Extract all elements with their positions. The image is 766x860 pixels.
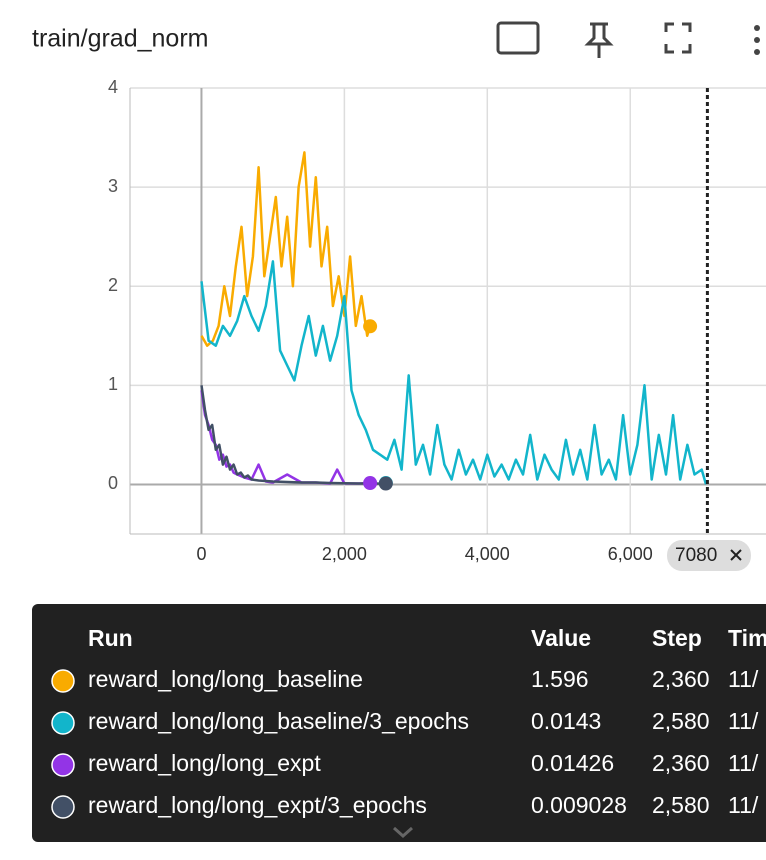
column-header: Value [531, 625, 591, 651]
tooltip-table [32, 604, 766, 842]
pin-button[interactable] [584, 22, 614, 58]
x-tick-label: 0 [196, 544, 206, 564]
fullscreen-button[interactable] [664, 22, 692, 54]
run-name: reward_long/long_baseline/3_epochs [88, 708, 469, 734]
hover-dot [378, 476, 393, 491]
y-tick-label: 3 [108, 176, 118, 196]
table: Run Value Step Time reward_long/long_baselin… [51, 625, 766, 819]
fit-button[interactable] [496, 21, 540, 55]
plot-bg [130, 88, 766, 534]
y-tick-label: 2 [108, 275, 118, 295]
x-tick-label: 2,000 [322, 544, 367, 564]
run-time: 11/ [728, 708, 759, 734]
series-line [200, 260, 708, 485]
toolbar [496, 21, 760, 58]
run-value: 0.01426 [531, 750, 614, 776]
y-tick-label: 1 [108, 374, 118, 394]
column-header: Time [728, 625, 766, 651]
x-tick-label: 4,000 [465, 544, 510, 564]
run-time: 11/ [728, 750, 759, 776]
run-time: 11/ [728, 792, 759, 818]
run-step: 2,360 [652, 666, 710, 692]
run-value: 0.0143 [531, 708, 601, 734]
menu-button[interactable] [754, 25, 760, 55]
run-step: 2,360 [652, 750, 710, 776]
expand-icon[interactable] [393, 826, 413, 839]
legend-swatch [51, 669, 75, 693]
plot-area: 0 1 2 3 4 0 2,000 4,000 6,000 [108, 77, 766, 564]
run-step: 2,580 [652, 792, 710, 818]
legend-swatch [51, 795, 75, 819]
run-name: reward_long/long_baseline [88, 666, 363, 692]
column-header: Run [88, 625, 133, 651]
run-name: reward_long/long_expt [88, 750, 321, 776]
hover-dot [363, 319, 378, 334]
chip-bg [667, 540, 751, 571]
series-line [200, 151, 372, 347]
legend-swatch [51, 711, 75, 735]
legend-swatch [51, 753, 75, 777]
run-value: 0.009028 [531, 792, 627, 818]
chart-title: train/grad_norm [32, 25, 208, 53]
series-line [200, 385, 386, 485]
y-tick-label: 4 [108, 77, 118, 97]
run-name: reward_long/long_expt/3_epochs [88, 792, 427, 818]
close-icon[interactable] [730, 549, 742, 561]
hover-dot [363, 476, 378, 491]
run-time: 11/ [728, 666, 759, 692]
x-tick-label: 6,000 [608, 544, 653, 564]
run-value: 1.596 [531, 666, 589, 692]
cursor-chip[interactable]: 7080 [667, 540, 751, 571]
column-header: Step [652, 625, 702, 651]
run-step: 2,580 [652, 708, 710, 734]
cursor-label: 7080 [675, 545, 717, 566]
y-tick-label: 0 [108, 473, 118, 493]
